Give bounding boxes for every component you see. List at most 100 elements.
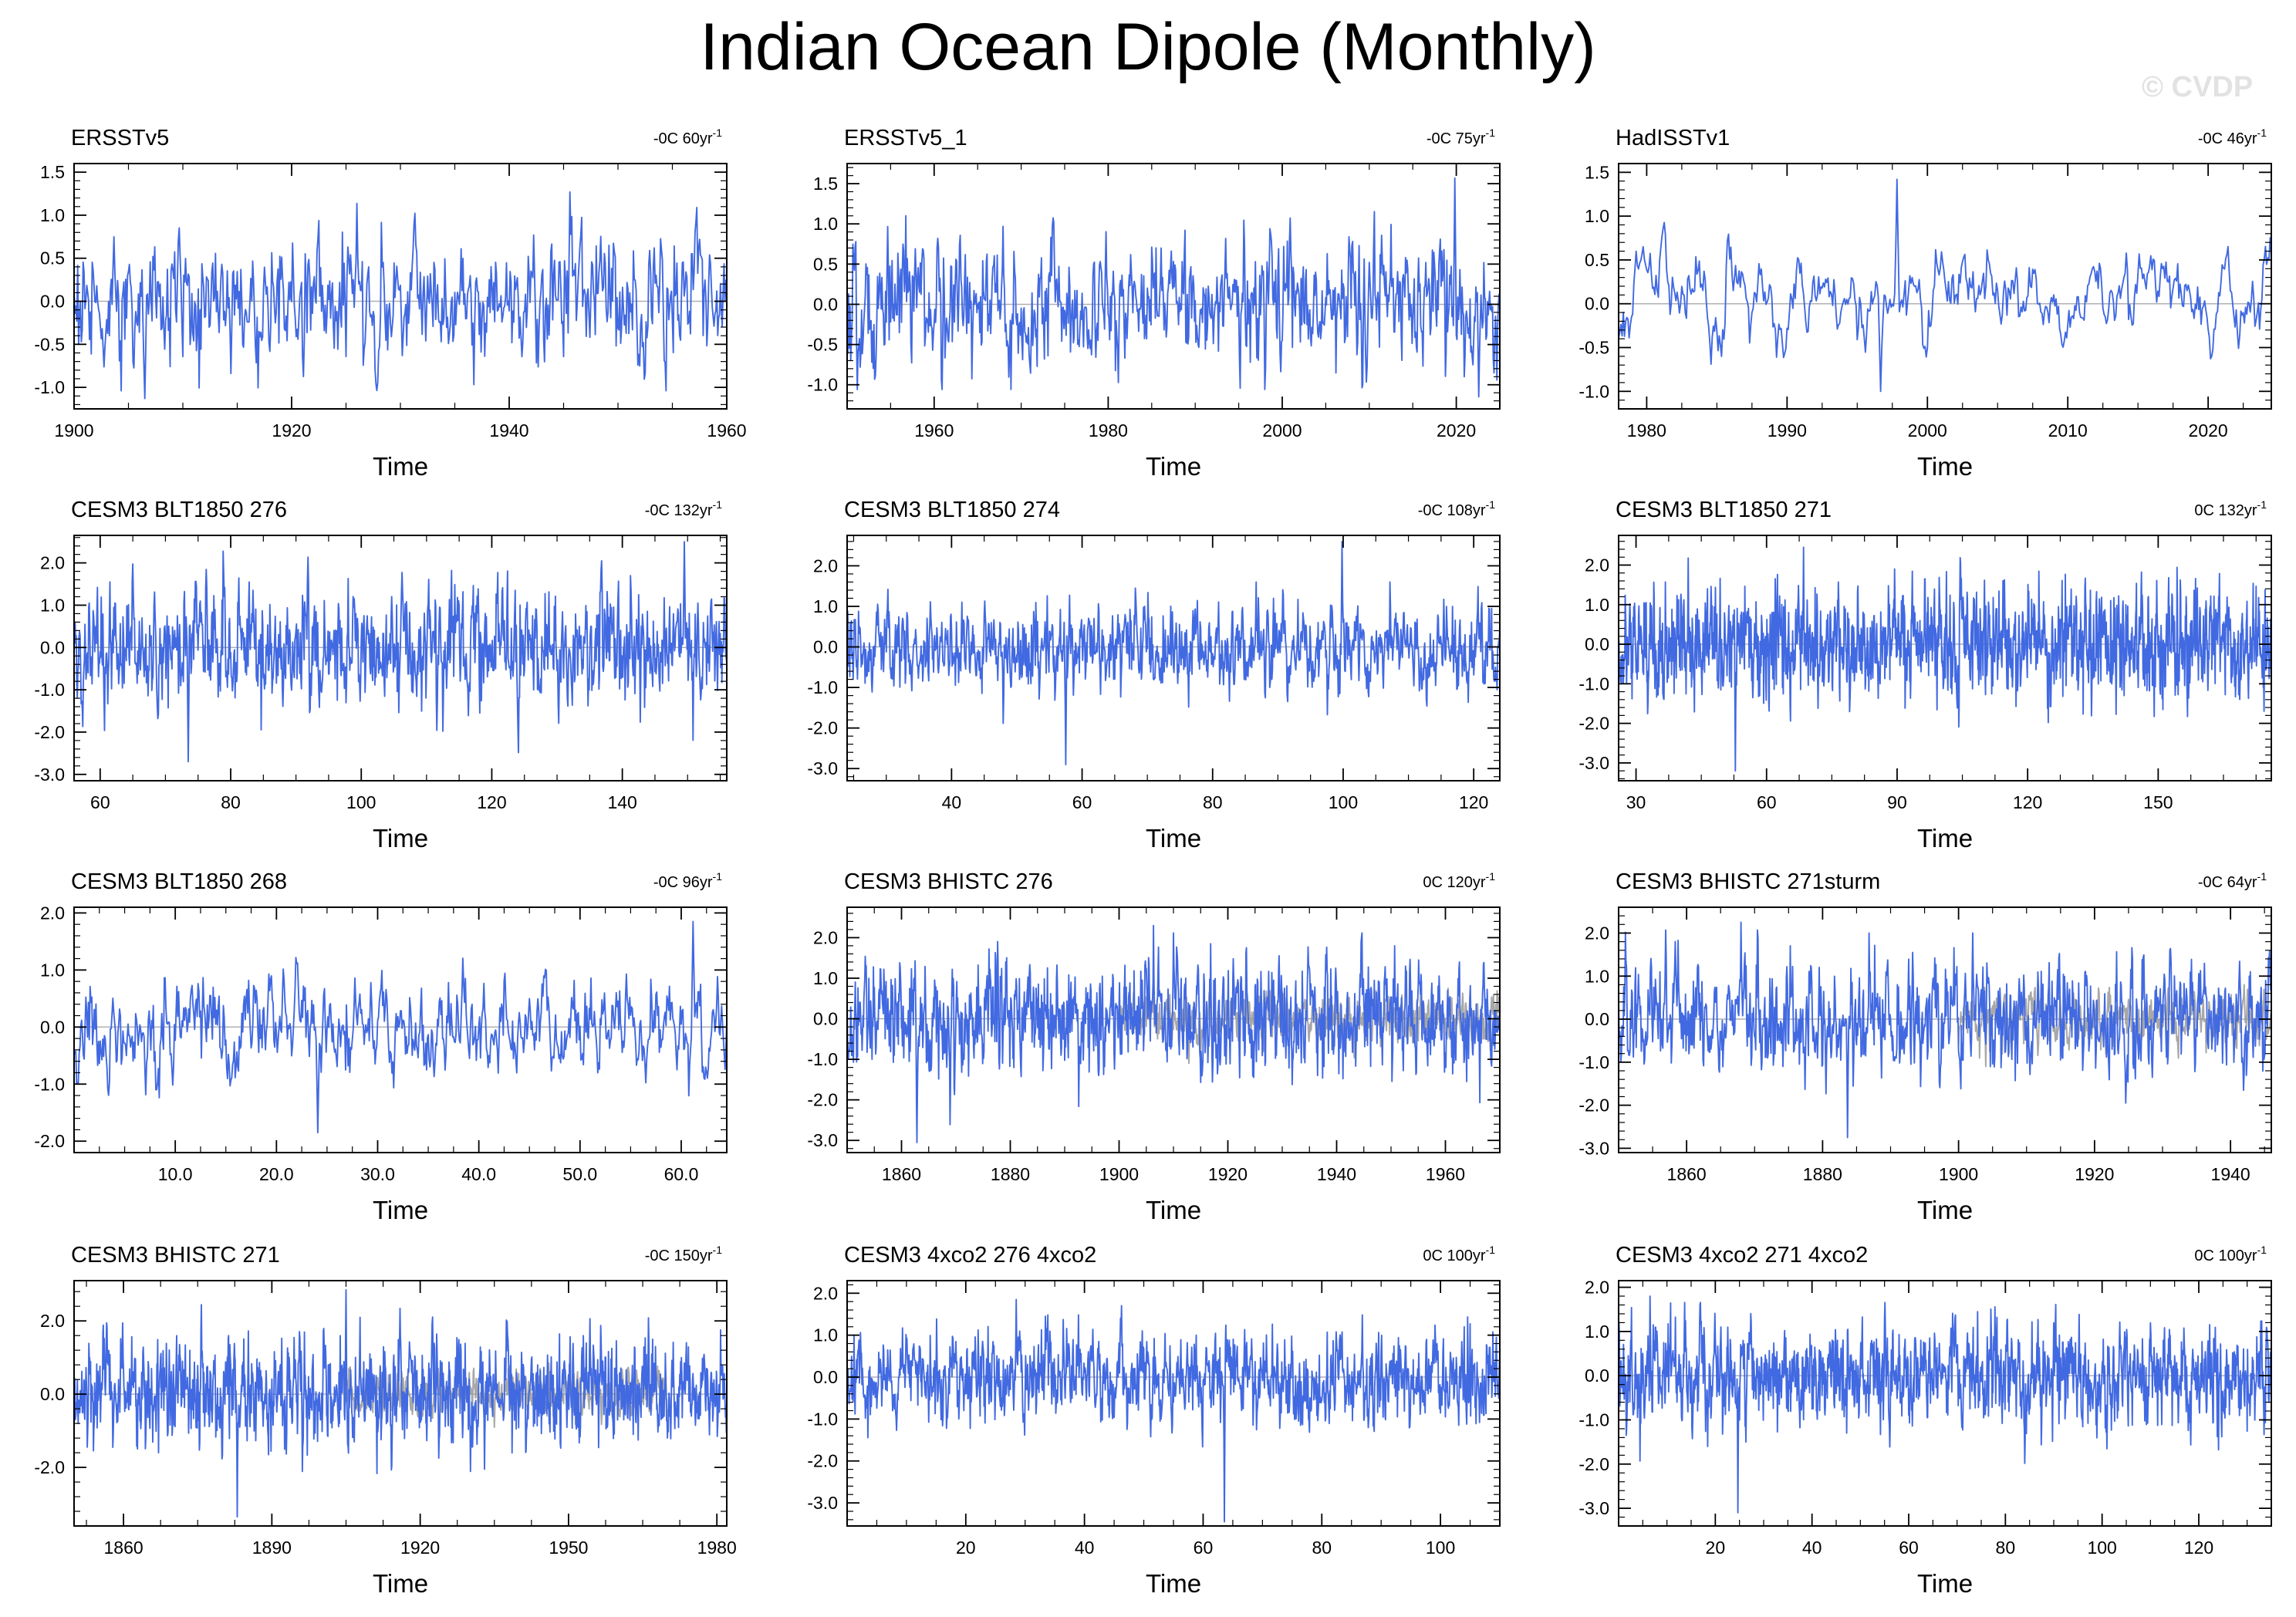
x-axis-label: Time [1146,452,1201,481]
x-tick-label: 1950 [549,1538,588,1558]
x-tick-label: 40 [1802,1538,1822,1558]
x-tick-label: 1960 [914,420,954,441]
y-tick-label: -2.0 [34,722,65,742]
series-line [846,540,1501,765]
x-tick-label: 100 [2087,1538,2116,1558]
y-tick-label: 1.5 [1585,162,1609,182]
panel-6: CESM3 BLT1850 271 0C 132yr-1 -3.0 -2.0 -1.0 0… [1578,498,2272,852]
x-tick-label: 20 [1706,1538,1726,1558]
trend-exponent: -1 [1486,870,1496,883]
y-tick-label: 0.0 [813,1009,838,1029]
trend-label: -0C 46yr-1 [2198,127,2267,147]
series-line [73,1288,728,1518]
x-tick-label: 10.0 [158,1164,193,1184]
y-tick-label: -1.0 [807,1049,838,1069]
trend-label: -0C 96yr-1 [653,870,722,891]
panel-title: CESM3 BLT1850 274 [844,498,1060,522]
y-tick-label: -2.0 [1578,1454,1609,1474]
y-tick-label: 0.5 [40,248,65,268]
x-tick-label: 20 [956,1538,976,1558]
y-tick-label: 2.0 [1585,1278,1609,1298]
panel-title: HadISSTv1 [1616,126,1730,150]
panel-11: CESM3 4xco2 276 4xco2 0C 100yr-1 -3.0 -2.0 -… [807,1243,1501,1598]
x-tick-label: 1940 [489,420,528,441]
x-axis-label: Time [373,452,428,481]
y-tick-label: -1.0 [1578,673,1609,694]
series-line [846,177,1501,398]
trend-label: -0C 150yr-1 [645,1244,722,1264]
panel-10: CESM3 BHISTC 271 -0C 150yr-1 -2.0 0.0 2.0 186… [34,1243,736,1598]
y-tick-label: -3.0 [34,765,65,785]
y-tick-label: -1.0 [807,375,838,395]
series-line [73,541,728,763]
x-tick-label: 60.0 [664,1164,699,1184]
y-tick-label: 2.0 [813,555,838,576]
x-tick-label: 140 [607,792,636,812]
y-tick-label: -2.0 [1578,714,1609,734]
y-tick-label: 0.0 [1585,1009,1609,1029]
y-tick-label: 1.0 [813,214,838,234]
plot-frame [846,535,1501,781]
trend-label: 0C 132yr-1 [2194,498,2267,519]
y-tick-label: 2.0 [40,553,65,573]
y-tick-label: 2.0 [813,1283,838,1303]
y-tick-label: 1.5 [40,162,65,182]
x-tick-label: 120 [1459,792,1488,812]
y-tick-label: -2.0 [34,1457,65,1477]
y-tick-label: 0.0 [1585,634,1609,654]
y-tick-label: -0.5 [34,334,65,354]
figure-title: Indian Ocean Dipole (Monthly) [700,10,1596,84]
y-tick-label: -1.0 [34,680,65,700]
y-tick-label: -3.0 [1578,753,1609,773]
plot-frame [73,1280,728,1527]
x-tick-label: 80 [221,792,241,812]
x-axis-label: Time [1917,452,1973,481]
trend-exponent: -1 [713,498,723,511]
panel-5: CESM3 BLT1850 274 -0C 108yr-1 -3.0 -2.0 -1.0… [807,498,1501,852]
x-tick-label: 1990 [1768,420,1807,441]
trend-label: -0C 75yr-1 [1427,127,1495,147]
x-tick-label: 1900 [54,420,93,441]
plot-frame [846,1280,1501,1527]
y-tick-label: -0.5 [1578,338,1609,358]
panel-title: ERSSTv5_1 [844,126,967,150]
series-line [73,191,728,400]
x-axis-label: Time [1917,1569,1973,1598]
x-tick-label: 150 [2143,792,2173,812]
panel-title: CESM3 BHISTC 271sturm [1616,869,1880,894]
y-tick-label: -2.0 [807,1451,838,1471]
y-tick-label: -1.0 [1578,1409,1609,1430]
trend-label: 0C 100yr-1 [2194,1244,2267,1264]
x-tick-label: 80 [1203,792,1223,812]
panel-title: CESM3 BLT1850 268 [71,869,287,894]
y-tick-label: 0.0 [1585,294,1609,314]
x-tick-label: 2000 [1262,420,1302,441]
trend-exponent: -1 [2257,498,2267,511]
y-tick-label: 1.0 [40,595,65,615]
y-tick-label: 2.0 [40,1311,65,1331]
x-tick-label: 1980 [697,1538,737,1558]
series-line [1618,546,2272,772]
trend-label: 0C 100yr-1 [1423,1244,1495,1264]
plot-frame [73,906,728,1153]
trend-exponent: -1 [713,127,723,139]
x-tick-label: 1980 [1089,420,1128,441]
y-tick-label: 2.0 [813,927,838,947]
y-tick-label: -1.0 [1578,381,1609,401]
x-tick-label: 100 [1426,1538,1455,1558]
y-tick-label: 1.0 [40,960,65,980]
panel-title: CESM3 BLT1850 271 [1616,498,1832,522]
plot-frame [1618,1280,2272,1527]
x-tick-label: 60 [1899,1538,1919,1558]
watermark: © CVDP [2142,71,2254,103]
trend-exponent: -1 [1486,1244,1496,1256]
y-tick-label: 1.0 [813,1325,838,1345]
x-tick-label: 120 [2184,1538,2213,1558]
x-tick-label: 40.0 [461,1164,496,1184]
x-tick-label: 1860 [104,1538,144,1558]
x-tick-label: 50.0 [562,1164,597,1184]
x-tick-label: 80 [1996,1538,2016,1558]
trend-exponent: -1 [2257,1244,2267,1256]
x-tick-label: 1940 [2211,1164,2250,1184]
x-axis-label: Time [373,1196,428,1224]
